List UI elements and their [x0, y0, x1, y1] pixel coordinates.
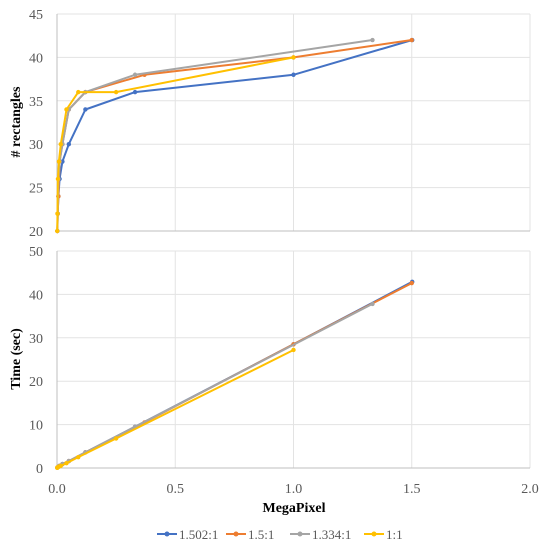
data-point [55, 176, 61, 182]
x-tick-label: 1.5 [403, 482, 421, 497]
y-tick-label: 30 [29, 138, 43, 153]
data-point [55, 211, 60, 216]
data-point [64, 461, 69, 466]
y-tick-label: 0 [36, 462, 43, 477]
legend-marker [164, 531, 170, 537]
legend-marker [371, 531, 377, 537]
legend-label: 1.502:1 [179, 527, 218, 542]
series-line-3 [56, 39, 373, 232]
data-point [76, 89, 81, 95]
y-axis-label: # rectangles [9, 86, 24, 157]
x-tick-label: 2.0 [521, 482, 539, 497]
legend-marker [297, 531, 303, 537]
data-point [66, 142, 72, 147]
y-tick-label: 20 [29, 375, 43, 390]
legend-marker [233, 531, 239, 537]
y-axis-label: Time (sec) [9, 328, 24, 390]
legend-item: 1:1 [364, 527, 403, 542]
y-tick-label: 40 [29, 51, 43, 66]
legend-item: 1.5:1 [226, 527, 274, 542]
x-tick-label: 0.0 [48, 482, 66, 497]
x-tick-label: 1.0 [285, 482, 303, 497]
data-point [55, 228, 60, 234]
y-tick-label: 25 [29, 182, 43, 197]
data-point [56, 159, 62, 164]
data-point [409, 37, 414, 43]
legend-item: 1.334:1 [290, 527, 351, 542]
data-point [291, 347, 296, 353]
y-tick-label: 50 [29, 245, 43, 260]
legend-item: 1.502:1 [157, 527, 218, 542]
rectangles-panel: 20 25 30 35 40 45 # rectangles [9, 8, 531, 240]
x-axis-label: MegaPixel [263, 501, 326, 516]
series-line-3 [56, 303, 373, 469]
legend: 1.502:1 1.5:1 1.334:1 1:1 [157, 527, 403, 542]
y-tick-label: 35 [29, 95, 43, 110]
data-point [64, 107, 69, 112]
data-point [291, 72, 296, 77]
data-point [58, 463, 63, 469]
y-tick-label: 10 [29, 419, 43, 434]
data-point [291, 55, 296, 60]
data-point [409, 280, 414, 286]
data-point [113, 436, 119, 441]
data-point [83, 107, 88, 112]
legend-label: 1:1 [386, 527, 403, 542]
data-point [113, 89, 119, 95]
x-tick-label: 0.5 [167, 482, 185, 497]
data-point [76, 454, 81, 460]
y-tick-label: 20 [29, 225, 43, 240]
data-point [370, 37, 375, 43]
data-point [370, 301, 375, 307]
y-tick-label: 40 [29, 288, 43, 303]
time-panel: 0 10 20 30 40 50 0.0 0.5 1.0 1.5 2.0 Time (sec) [9, 245, 539, 497]
data-point [132, 89, 138, 95]
legend-label: 1.334:1 [312, 527, 351, 542]
y-tick-label: 30 [29, 332, 43, 347]
y-tick-label: 45 [29, 8, 43, 23]
data-point [58, 142, 63, 147]
legend-label: 1.5:1 [248, 527, 274, 542]
data-point [132, 72, 138, 77]
